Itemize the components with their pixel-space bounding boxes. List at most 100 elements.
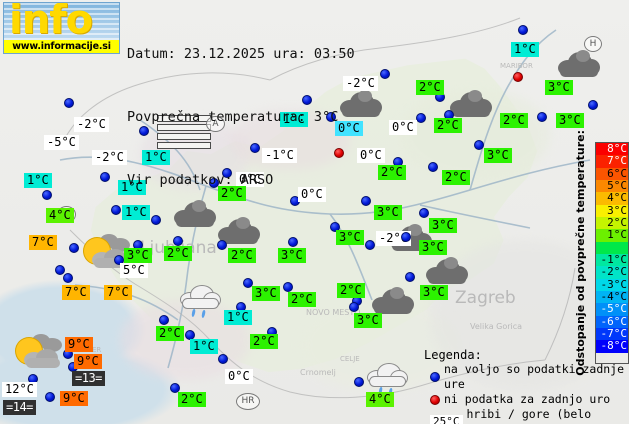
station-data-dot-icon[interactable] (302, 95, 312, 105)
station-data-dot-icon[interactable] (326, 112, 336, 122)
station-data-dot-icon[interactable] (222, 168, 232, 178)
station-data-dot-icon[interactable] (330, 222, 340, 232)
station-temperature-chip[interactable]: -5°C (44, 135, 79, 150)
station-temperature-chip[interactable]: 1°C (142, 150, 170, 165)
station-data-dot-icon[interactable] (114, 255, 124, 265)
station-data-dot-icon[interactable] (380, 69, 390, 79)
station-temperature-chip[interactable]: =13= (72, 371, 105, 386)
station-data-dot-icon[interactable] (288, 237, 298, 247)
station-temperature-chip[interactable]: 0°C (389, 120, 417, 135)
station-nodata-dot-icon[interactable] (334, 148, 344, 158)
station-data-dot-icon[interactable] (173, 236, 183, 246)
station-data-dot-icon[interactable] (354, 377, 364, 387)
station-temperature-chip[interactable]: 0°C (357, 148, 385, 163)
station-temperature-chip[interactable]: 3°C (252, 286, 280, 301)
station-temperature-chip[interactable]: 0°C (225, 369, 253, 384)
station-temperature-chip[interactable]: 4°C (46, 208, 74, 223)
station-data-dot-icon[interactable] (159, 315, 169, 325)
station-data-dot-icon[interactable] (139, 126, 149, 136)
station-data-dot-icon[interactable] (416, 113, 426, 123)
station-temperature-chip[interactable]: 1°C (280, 112, 308, 127)
site-logo[interactable]: info www.informacije.si (3, 2, 120, 54)
station-data-dot-icon[interactable] (250, 143, 260, 153)
station-temperature-chip[interactable]: 2°C (250, 334, 278, 349)
station-temperature-chip[interactable]: =14= (3, 400, 36, 415)
station-temperature-chip[interactable]: 1°C (511, 42, 539, 57)
station-temperature-chip[interactable]: -2°C (343, 76, 378, 91)
station-temperature-chip[interactable]: 0°C (298, 187, 326, 202)
station-temperature-chip[interactable]: 2°C (500, 113, 528, 128)
station-data-dot-icon[interactable] (361, 196, 371, 206)
station-data-dot-icon[interactable] (218, 354, 228, 364)
station-temperature-chip[interactable]: 2°C (434, 118, 462, 133)
station-data-dot-icon[interactable] (151, 215, 161, 225)
station-temperature-chip[interactable]: -2°C (74, 117, 109, 132)
station-temperature-chip[interactable]: 3°C (354, 313, 382, 328)
station-temperature-chip[interactable]: 9°C (60, 391, 88, 406)
station-temperature-chip[interactable]: 1°C (190, 339, 218, 354)
station-temperature-chip[interactable]: 2°C (288, 292, 316, 307)
station-data-dot-icon[interactable] (69, 243, 79, 253)
station-temperature-chip[interactable]: 4°C (366, 392, 394, 407)
station-data-dot-icon[interactable] (243, 278, 253, 288)
station-temperature-chip[interactable]: 3°C (556, 113, 584, 128)
station-temperature-chip[interactable]: 7°C (29, 235, 57, 250)
station-temperature-chip[interactable]: 3°C (429, 218, 457, 233)
color-scale-label: 8°C (607, 142, 627, 155)
station-data-dot-icon[interactable] (401, 232, 411, 242)
color-scale-row: 6°C (596, 167, 628, 180)
station-temperature-chip[interactable]: 2°C (337, 283, 365, 298)
station-temperature-chip[interactable]: 2°C (228, 248, 256, 263)
station-temperature-chip[interactable]: 3°C (374, 205, 402, 220)
station-data-dot-icon[interactable] (365, 240, 375, 250)
station-data-dot-icon[interactable] (537, 112, 547, 122)
station-temperature-chip[interactable]: 3°C (545, 80, 573, 95)
station-temperature-chip[interactable]: 1°C (122, 205, 150, 220)
station-temperature-chip[interactable]: 12°C (2, 382, 37, 397)
station-temperature-chip[interactable]: -2°C (92, 150, 127, 165)
station-temperature-chip[interactable]: 2°C (442, 170, 470, 185)
station-data-dot-icon[interactable] (100, 172, 110, 182)
station-nodata-dot-icon[interactable] (513, 72, 523, 82)
station-temperature-chip[interactable]: 0°C (236, 172, 264, 187)
station-temperature-chip[interactable]: -1°C (262, 148, 297, 163)
station-data-dot-icon[interactable] (349, 302, 359, 312)
station-temperature-chip[interactable]: 3°C (278, 248, 306, 263)
station-data-dot-icon[interactable] (428, 162, 438, 172)
station-data-dot-icon[interactable] (405, 272, 415, 282)
station-temperature-chip[interactable]: 2°C (378, 165, 406, 180)
station-temperature-chip[interactable]: 3°C (484, 148, 512, 163)
station-temperature-chip[interactable]: 1°C (24, 173, 52, 188)
station-temperature-chip[interactable]: 5°C (120, 263, 148, 278)
station-data-dot-icon[interactable] (111, 205, 121, 215)
station-temperature-chip[interactable]: 2°C (178, 392, 206, 407)
station-temperature-chip[interactable]: 3°C (420, 285, 448, 300)
station-data-dot-icon[interactable] (42, 190, 52, 200)
station-data-dot-icon[interactable] (419, 208, 429, 218)
station-temperature-chip[interactable]: 3°C (124, 248, 152, 263)
station-temperature-chip[interactable]: 1°C (224, 310, 252, 325)
station-temperature-chip[interactable]: 7°C (104, 285, 132, 300)
station-data-dot-icon[interactable] (283, 282, 293, 292)
station-temperature-chip[interactable]: 3°C (419, 240, 447, 255)
station-temperature-chip[interactable]: 2°C (156, 326, 184, 341)
station-data-dot-icon[interactable] (55, 265, 65, 275)
station-data-dot-icon[interactable] (209, 178, 219, 188)
station-temperature-chip[interactable]: 9°C (74, 354, 102, 369)
station-data-dot-icon[interactable] (63, 273, 73, 283)
station-temperature-chip[interactable]: 0°C (335, 121, 363, 136)
station-temperature-chip[interactable]: 9°C (65, 337, 93, 352)
station-data-dot-icon[interactable] (474, 140, 484, 150)
station-temperature-chip[interactable]: 1°C (118, 180, 146, 195)
station-temperature-chip[interactable]: 2°C (218, 186, 246, 201)
station-data-dot-icon[interactable] (64, 98, 74, 108)
station-data-dot-icon[interactable] (45, 392, 55, 402)
station-temperature-chip[interactable]: 2°C (164, 246, 192, 261)
station-temperature-chip[interactable]: 2°C (416, 80, 444, 95)
station-data-dot-icon[interactable] (588, 100, 598, 110)
station-data-dot-icon[interactable] (518, 25, 528, 35)
station-temperature-chip[interactable]: 3°C (336, 230, 364, 245)
station-temperature-chip[interactable]: 7°C (62, 285, 90, 300)
station-data-dot-icon[interactable] (170, 383, 180, 393)
station-data-dot-icon[interactable] (217, 240, 227, 250)
